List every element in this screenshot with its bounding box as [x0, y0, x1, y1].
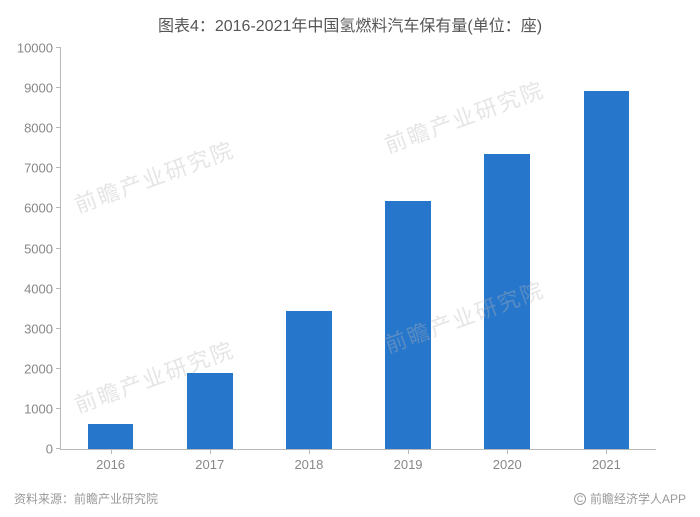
- x-tick-label: 2021: [592, 457, 621, 472]
- source-label: 资料来源：前瞻产业研究院: [14, 490, 158, 507]
- x-tick-label: 2016: [96, 457, 125, 472]
- y-tick-label: 4000: [24, 281, 53, 296]
- copyright-label: 前瞻经济学人APP: [590, 490, 686, 507]
- y-tick-mark: [56, 448, 61, 449]
- x-tick-mark: [309, 449, 310, 454]
- y-tick-mark: [56, 127, 61, 128]
- y-tick-label: 9000: [24, 81, 53, 96]
- y-tick-label: 3000: [24, 321, 53, 336]
- copyright-icon: C: [574, 493, 586, 505]
- bar: [88, 424, 134, 449]
- x-tick-mark: [408, 449, 409, 454]
- x-tick-mark: [507, 449, 508, 454]
- x-tick-label: 2018: [294, 457, 323, 472]
- y-tick-label: 10000: [17, 41, 53, 56]
- y-tick-mark: [56, 408, 61, 409]
- y-tick-label: 7000: [24, 161, 53, 176]
- y-tick-label: 0: [46, 442, 53, 457]
- y-tick-mark: [56, 288, 61, 289]
- y-tick-label: 6000: [24, 201, 53, 216]
- y-tick-label: 5000: [24, 241, 53, 256]
- bar: [584, 91, 630, 449]
- y-tick-label: 8000: [24, 121, 53, 136]
- y-tick-label: 1000: [24, 401, 53, 416]
- bar: [286, 311, 332, 449]
- y-tick-mark: [56, 87, 61, 88]
- chart-title: 图表4：2016-2021年中国氢燃料汽车保有量(单位：座): [0, 0, 700, 42]
- y-tick-label: 2000: [24, 361, 53, 376]
- y-tick-mark: [56, 167, 61, 168]
- x-tick-label: 2017: [195, 457, 224, 472]
- bar: [484, 154, 530, 449]
- copyright-block: C 前瞻经济学人APP: [574, 490, 686, 507]
- y-tick-mark: [56, 368, 61, 369]
- bar: [187, 373, 233, 449]
- chart-footer: 资料来源：前瞻产业研究院 C 前瞻经济学人APP: [14, 490, 686, 507]
- x-tick-mark: [606, 449, 607, 454]
- x-tick-label: 2020: [493, 457, 522, 472]
- x-tick-mark: [111, 449, 112, 454]
- bar: [385, 201, 431, 449]
- x-tick-label: 2019: [394, 457, 423, 472]
- plot-area: 0100020003000400050006000700080009000100…: [60, 48, 656, 450]
- y-tick-mark: [56, 207, 61, 208]
- y-tick-mark: [56, 47, 61, 48]
- x-tick-mark: [210, 449, 211, 454]
- y-tick-mark: [56, 248, 61, 249]
- y-tick-mark: [56, 328, 61, 329]
